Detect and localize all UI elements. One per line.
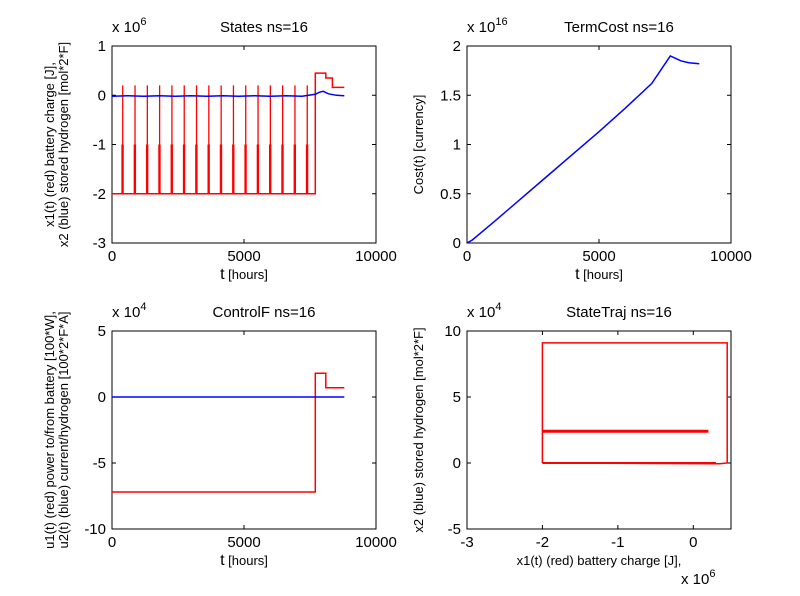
x-tick-label: 10000 bbox=[355, 534, 397, 551]
y-tick-label: -2 bbox=[93, 186, 106, 203]
x-axis-label-unit: [hours] bbox=[225, 553, 268, 568]
y-tick-label: -5 bbox=[93, 455, 106, 472]
x-tick-label: -3 bbox=[460, 534, 473, 551]
y-axis-label-line: Cost(t) [currency] bbox=[411, 95, 426, 195]
series-line-1 bbox=[467, 54, 700, 243]
x-tick-label: 0 bbox=[108, 248, 116, 265]
series-line-1 bbox=[112, 72, 345, 195]
x-axis-label: t [hours] bbox=[220, 552, 268, 569]
y-axis-label-line: u2(t) (blue) current/hydrogen [100*2*F*A… bbox=[56, 311, 71, 548]
axes-box bbox=[111, 330, 377, 530]
x-exponent-label: x 106 bbox=[681, 568, 715, 588]
chart-panel-3: 0 5000 10000 -10 -5 0 5 ControlF ns=16 x 104 t [h… bbox=[42, 301, 397, 569]
y-tick-label: -10 bbox=[84, 521, 106, 538]
chart-title: TermCost ns=16 bbox=[564, 19, 674, 36]
y-tick-label: -5 bbox=[448, 521, 461, 538]
y-axis-label-line: u1(t) (red) power to/from battery [100*W… bbox=[42, 311, 57, 549]
x-axis-label: t [hours] bbox=[575, 266, 623, 283]
chart-title: States ns=16 bbox=[220, 19, 308, 36]
axes-box bbox=[466, 45, 732, 244]
y-tick-label: 1.5 bbox=[440, 87, 461, 104]
y-exponent-power: 16 bbox=[495, 16, 507, 28]
y-tick-label: -1 bbox=[93, 137, 106, 154]
chart-panel-1: 0 5000 10000 -3 -2 -1 0 1 States ns=16 x 106 t [ho… bbox=[42, 16, 397, 283]
y-axis-label-line: x2 (blue) stored hydrogen [mol*2*F] bbox=[56, 42, 71, 247]
y-exponent-label: x 104 bbox=[467, 301, 501, 321]
x-axis-label-main: t bbox=[220, 552, 225, 569]
plot-area bbox=[112, 372, 345, 493]
y-exponent-power: 6 bbox=[140, 16, 146, 28]
y-exponent-label: x 104 bbox=[112, 301, 146, 321]
x-tick-label: 0 bbox=[463, 248, 471, 265]
x-tick-label: 10000 bbox=[710, 248, 752, 265]
series-line-1 bbox=[112, 372, 345, 493]
x-tick-label: 10000 bbox=[355, 248, 397, 265]
x-tick-label: 5000 bbox=[227, 248, 260, 265]
y-tick-label: 10 bbox=[444, 323, 461, 340]
x-tick-label: 0 bbox=[108, 534, 116, 551]
y-tick-label: 0 bbox=[98, 87, 106, 104]
y-exponent-label: x 106 bbox=[112, 16, 146, 36]
chart-panel-2: 0 5000 10000 0 0.5 1 1.5 2 TermCost ns=16 x 1016 t… bbox=[411, 16, 752, 283]
x-tick-label: 0 bbox=[689, 534, 697, 551]
y-tick-label: 2 bbox=[453, 38, 461, 55]
plot-area bbox=[541, 342, 728, 465]
x-tick-label: 5000 bbox=[227, 534, 260, 551]
x-axis-label: t [hours] bbox=[220, 266, 268, 283]
x-axis-label-main: t bbox=[220, 266, 225, 283]
plot-area bbox=[467, 54, 700, 243]
series-line-1 bbox=[541, 342, 728, 465]
y-axis-label-line: x2 (blue) stored hydrogen [mol*2*F] bbox=[411, 327, 426, 532]
y-tick-label: 0.5 bbox=[440, 186, 461, 203]
y-exponent-power: 4 bbox=[495, 301, 501, 313]
chart-title: ControlF ns=16 bbox=[213, 304, 316, 321]
chart-title: StateTraj ns=16 bbox=[566, 304, 672, 321]
y-tick-label: 5 bbox=[453, 389, 461, 406]
x-axis-label-unit: [hours] bbox=[225, 267, 268, 282]
x-tick-label: -2 bbox=[536, 534, 549, 551]
y-tick-label: 0 bbox=[453, 235, 461, 252]
x-tick-label: -1 bbox=[611, 534, 624, 551]
x-exponent-power: 6 bbox=[709, 568, 715, 580]
x-axis-label: x1(t) (red) battery charge [J], bbox=[517, 553, 682, 568]
axes-box bbox=[111, 45, 377, 244]
y-exponent-label: x 1016 bbox=[467, 16, 508, 36]
chart-panel-4: -3 -2 -1 0 -5 0 5 10 StateTraj ns=16 x 104 x 106x1… bbox=[411, 301, 732, 588]
y-tick-label: 0 bbox=[98, 389, 106, 406]
y-tick-label: 0 bbox=[453, 455, 461, 472]
x-axis-label-main: t bbox=[575, 266, 580, 283]
plot-area bbox=[112, 72, 345, 195]
axes-box bbox=[466, 330, 732, 530]
y-tick-label: 5 bbox=[98, 323, 106, 340]
series-line-2 bbox=[112, 90, 345, 97]
x-axis-label-main: x1(t) (red) battery charge [J], bbox=[517, 553, 682, 568]
x-axis-label-unit: [hours] bbox=[580, 267, 623, 282]
y-tick-label: 1 bbox=[453, 137, 461, 154]
y-tick-label: 1 bbox=[98, 38, 106, 55]
y-tick-label: -3 bbox=[93, 235, 106, 252]
y-axis-label-line: x1(t) (red) battery charge [J], bbox=[42, 62, 57, 227]
y-exponent-power: 4 bbox=[140, 301, 146, 313]
x-tick-label: 5000 bbox=[582, 248, 615, 265]
